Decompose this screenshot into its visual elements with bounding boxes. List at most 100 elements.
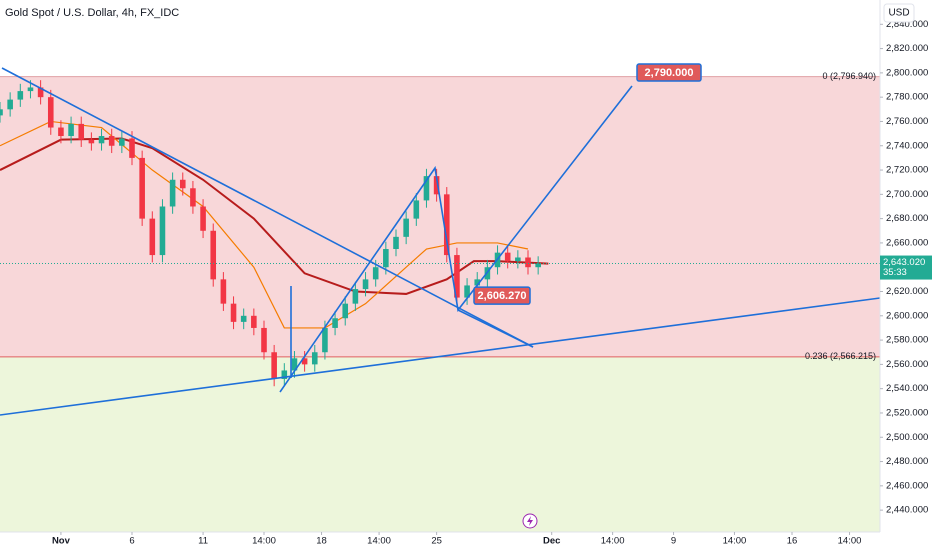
candle-body <box>220 279 227 304</box>
zone-label: 0 (2,796.940) <box>822 71 876 81</box>
y-tick-label: 2,540.000 <box>886 383 928 394</box>
candle-body <box>393 236 399 249</box>
x-tick-label: 11 <box>198 536 208 547</box>
x-tick-label: 14:00 <box>252 536 276 547</box>
candle-body <box>515 257 521 262</box>
candle-body <box>535 263 541 268</box>
y-tick-label: 2,460.000 <box>886 480 928 491</box>
x-tick-label: 16 <box>787 536 798 547</box>
last-price-box <box>880 255 932 280</box>
candle-body <box>332 318 338 328</box>
y-tick-label: 2,660.000 <box>886 237 928 248</box>
y-tick-label: 2,700.000 <box>886 189 928 200</box>
trend-line <box>1 67 534 348</box>
candle-body <box>17 91 24 100</box>
zone <box>0 356 880 532</box>
x-tick-label: 18 <box>316 536 327 547</box>
candle-body <box>383 248 389 268</box>
candle-body <box>68 123 74 137</box>
y-tick-label: 2,520.000 <box>886 407 928 418</box>
candle-body <box>179 179 186 189</box>
zigzag-line <box>279 85 633 393</box>
candle-body <box>311 352 318 365</box>
candle-body <box>281 370 288 379</box>
x-tick-label: 14:00 <box>601 536 625 547</box>
candle-body <box>27 87 34 92</box>
background: 0 (2,796.940) 0.236 (2,566.215) <box>0 71 880 532</box>
x-tick-label: Nov <box>52 536 71 547</box>
y-tick-label: 2,840.000 <box>886 19 928 30</box>
y-tick-label: 2,740.000 <box>886 140 928 151</box>
plot-area <box>0 80 880 387</box>
candle-body <box>37 87 44 98</box>
chart-title: Gold Spot / U.S. Dollar, 4h, FX_IDC <box>5 7 179 19</box>
currency: USD <box>888 8 909 19</box>
y-tick-label: 2,760.000 <box>886 116 928 127</box>
candle-body <box>78 123 85 140</box>
candle-body <box>464 285 470 298</box>
candle-body <box>352 289 359 304</box>
candle-body <box>372 267 379 280</box>
x-tick-label: 14:00 <box>367 536 391 547</box>
drawings <box>0 67 881 416</box>
price-label: 2,790.000 <box>645 67 694 79</box>
candle-body <box>474 279 481 286</box>
x-tick-label: 14:00 <box>723 536 747 547</box>
x-tick-label: 9 <box>671 536 676 547</box>
zone-label: 0.236 (2,566.215) <box>805 351 876 361</box>
candle-body <box>88 139 95 144</box>
candle-body <box>443 194 450 256</box>
candle-body <box>403 218 409 237</box>
y-tick-label: 2,780.000 <box>886 92 928 103</box>
candle-body <box>342 303 349 319</box>
candle-body <box>423 176 430 201</box>
last-price-label: 2,643.020 <box>883 257 925 268</box>
y-tick-label: 2,680.000 <box>886 213 928 224</box>
candle-body <box>47 97 54 128</box>
y-tick-label: 2,580.000 <box>886 335 928 346</box>
trend-line <box>0 297 881 416</box>
currency-box[interactable] <box>883 3 915 23</box>
candle-body <box>108 136 115 146</box>
candle-body <box>271 352 277 379</box>
moving-average <box>0 120 529 329</box>
y-tick-label: 2,720.000 <box>886 165 928 176</box>
candle-body <box>210 230 217 280</box>
candle-body <box>139 157 145 219</box>
candle-body <box>58 127 64 137</box>
y-tick-label: 2,480.000 <box>886 456 928 467</box>
trend-line <box>457 309 534 348</box>
zone <box>0 76 880 357</box>
candle-body <box>230 303 237 322</box>
flash-icon-bolt <box>527 516 533 526</box>
candle-body <box>169 179 176 207</box>
y-tick-label: 2,600.000 <box>886 310 928 321</box>
countdown: 35:33 <box>883 267 907 278</box>
candle-body <box>98 136 105 144</box>
candle-body <box>454 255 460 298</box>
x-tick-label: 6 <box>129 536 134 547</box>
candle-body <box>525 257 531 268</box>
x-tick-label: 14:00 <box>838 536 862 547</box>
price-label-box <box>636 63 702 82</box>
candle-body <box>129 138 135 158</box>
y-tick-label: 2,620.000 <box>886 286 928 297</box>
candle-body <box>322 327 328 353</box>
candle-body <box>149 218 156 256</box>
candle-body <box>413 200 420 219</box>
x-tick-label: Dec <box>543 536 560 547</box>
y-tick-label: 2,440.000 <box>886 505 928 516</box>
candle-body <box>251 315 257 328</box>
candle-body <box>200 206 206 231</box>
y-tick-label: 2,800.000 <box>886 67 928 78</box>
x-tick-label: 25 <box>431 536 442 547</box>
price-label-box <box>473 286 531 305</box>
candle-body <box>190 188 196 207</box>
candle-body <box>261 327 267 353</box>
candle-body <box>433 176 440 195</box>
candle-body <box>504 252 511 262</box>
candle-body <box>291 358 298 371</box>
y-tick-label: 2,820.000 <box>886 43 928 54</box>
candle-body <box>159 206 166 256</box>
